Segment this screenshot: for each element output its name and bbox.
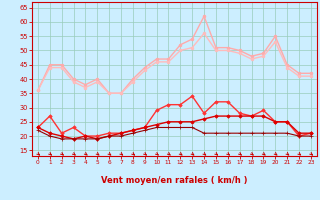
X-axis label: Vent moyen/en rafales ( km/h ): Vent moyen/en rafales ( km/h ): [101, 176, 248, 185]
